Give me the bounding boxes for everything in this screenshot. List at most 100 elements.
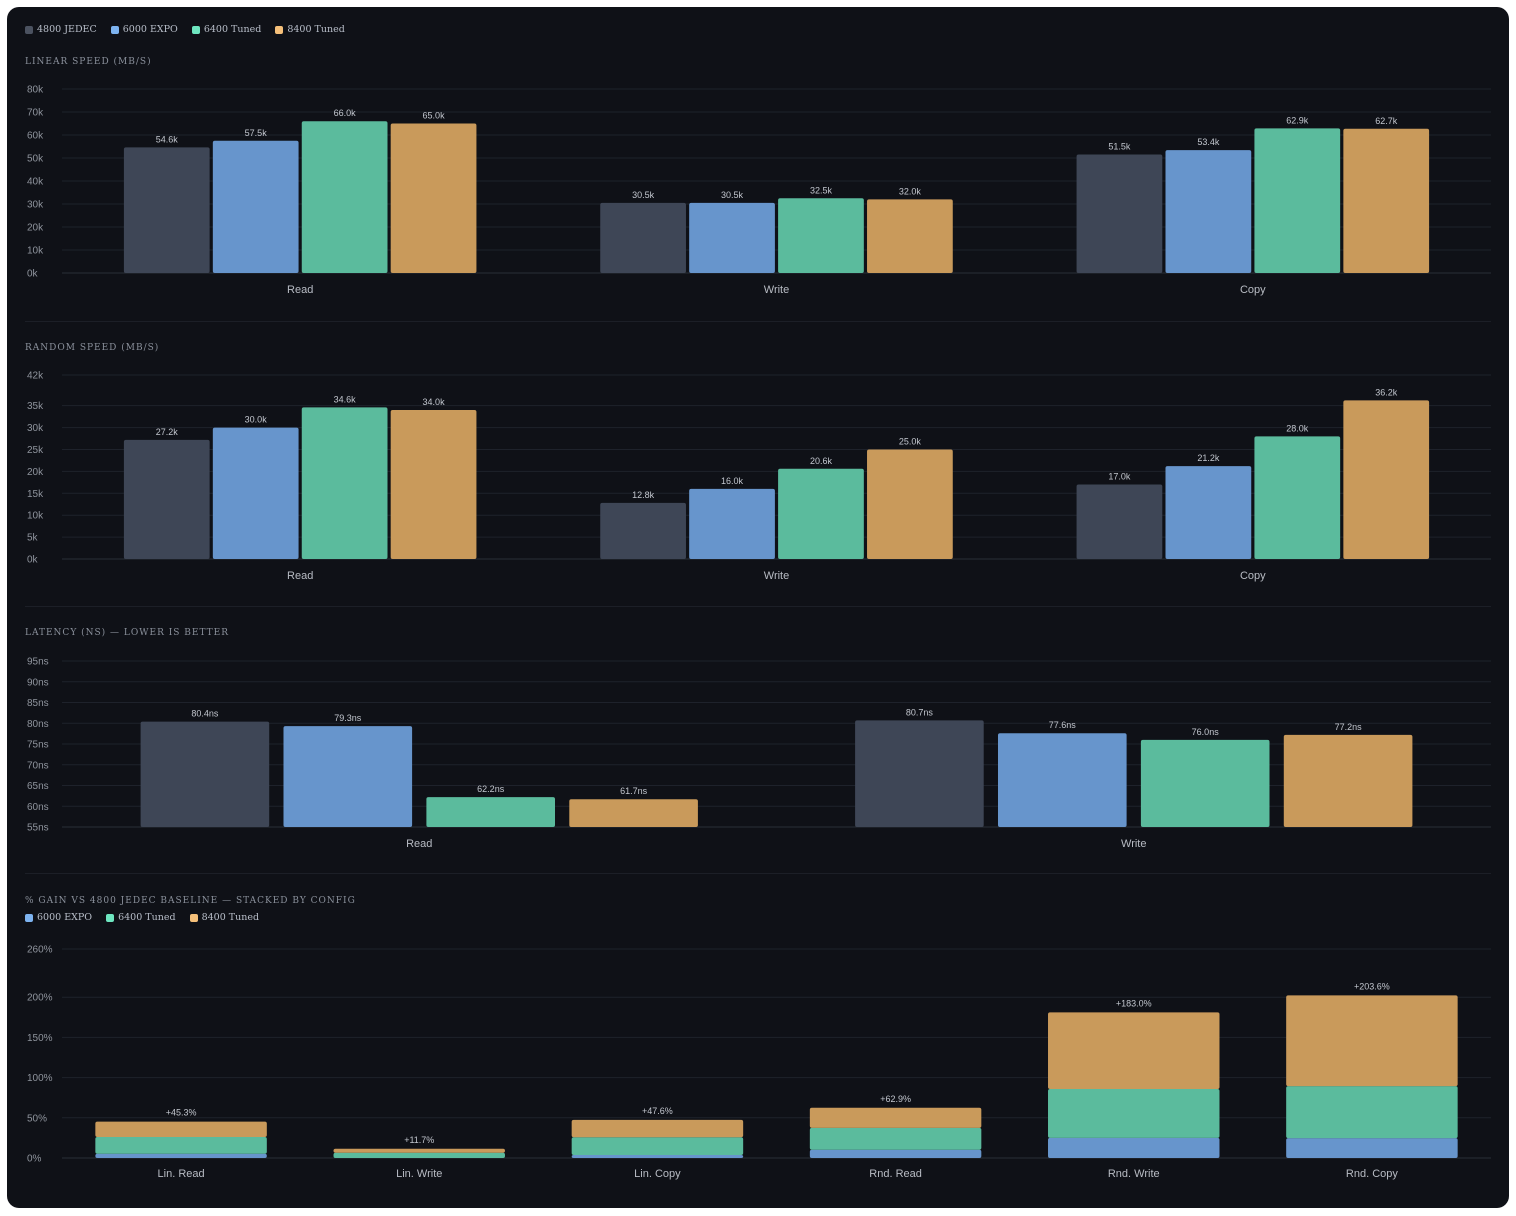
value-label: 79.3ns (334, 713, 362, 723)
category-label: Rnd. Read (869, 1168, 922, 1180)
y-tick-label: 25k (27, 445, 44, 456)
y-tick-label: 80k (27, 85, 44, 96)
value-label: 30.5k (632, 190, 655, 200)
bar (1343, 128, 1430, 273)
y-tick-label: 200% (27, 993, 53, 1004)
category-label: Write (764, 570, 789, 582)
category-label: Write (764, 284, 789, 296)
bar (212, 140, 299, 273)
value-label: 77.2ns (1335, 722, 1363, 732)
bar (301, 121, 388, 273)
y-tick-label: 10k (27, 246, 44, 257)
bar (212, 427, 299, 559)
stacked-segment (95, 1121, 267, 1137)
bar (123, 147, 210, 273)
bar (689, 488, 775, 559)
y-tick-label: 42k (27, 371, 44, 382)
legend-item: 6000 EXPO (25, 912, 92, 923)
y-tick-label: 10k (27, 511, 44, 522)
bar (1076, 484, 1163, 559)
stacked-segment (95, 1136, 267, 1154)
y-tick-label: 75ns (27, 740, 49, 751)
legend-swatch (106, 913, 115, 922)
value-label: 57.5k (245, 128, 268, 138)
value-label: 32.0k (899, 186, 922, 196)
benchmark-panel: 4800 JEDEC 6000 EXPO 6400 Tuned 8400 Tuned … (7, 7, 1509, 1208)
total-label: +203.6% (1354, 981, 1390, 991)
stacked-segment (809, 1107, 982, 1128)
legend-label: 6400 Tuned (118, 912, 176, 923)
legend-label: 6000 EXPO (37, 912, 93, 923)
bar (689, 202, 775, 273)
legend-label: 4800 JEDEC (37, 24, 97, 35)
category-label: Read (287, 284, 313, 296)
value-label: 25.0k (899, 436, 922, 446)
value-label: 28.0k (1286, 423, 1309, 433)
category-label: Lin. Copy (634, 1168, 681, 1180)
y-tick-label: 50% (27, 1113, 47, 1124)
bar (390, 123, 477, 273)
y-tick-label: 0k (27, 269, 39, 280)
random-speed-title: RANDOM SPEED (MB/S) (25, 343, 160, 353)
value-label: 34.6k (334, 394, 357, 404)
charts-canvas: 0k 10k 20k 30k 40k 50k 60k 70k 80k 54.6k 57.5k 66.0… (27, 85, 1491, 1180)
gain-title: % GAIN VS 4800 JEDEC BASELINE — STACKED … (25, 896, 356, 906)
bar (1283, 734, 1413, 827)
total-label: +62.9% (880, 1094, 911, 1104)
bar (390, 410, 477, 559)
category-label: Copy (1240, 570, 1266, 582)
category-label: Copy (1240, 284, 1266, 296)
value-label: 34.0k (423, 397, 446, 407)
bar (1165, 466, 1252, 559)
y-tick-label: 100% (27, 1073, 53, 1084)
bar (867, 449, 953, 559)
legend-swatch (189, 913, 198, 922)
value-label: 32.5k (810, 185, 833, 195)
latency-title: LATENCY (NS) — LOWER IS BETTER (25, 628, 230, 638)
total-label: +45.3% (166, 1108, 197, 1118)
stacked-segment (1048, 1088, 1220, 1138)
value-label: 62.9k (1286, 115, 1309, 125)
legend-label: 6000 EXPO (122, 24, 178, 35)
y-tick-label: 30k (27, 200, 44, 211)
stacked-segment (1048, 1137, 1220, 1158)
legend-swatch (25, 913, 33, 922)
value-label: 61.7ns (620, 786, 648, 796)
category-label: Read (406, 838, 432, 850)
bar (301, 407, 388, 559)
bar (600, 502, 686, 559)
legend-item: 8400 Tuned (189, 912, 259, 923)
legend-item: 8400 Tuned (275, 24, 345, 35)
bar (855, 720, 984, 827)
value-label: 16.0k (721, 476, 744, 486)
y-tick-label: 15k (27, 489, 44, 500)
bar (1254, 436, 1341, 559)
y-tick-label: 80ns (27, 719, 49, 730)
stacked-segment (809, 1127, 982, 1150)
bar (426, 797, 556, 827)
y-tick-label: 65ns (27, 781, 49, 792)
legend-swatch (275, 25, 284, 34)
stacked-segment (333, 1148, 505, 1153)
legend-swatch (110, 25, 119, 34)
total-label: +47.6% (642, 1106, 673, 1116)
value-label: 30.5k (721, 190, 744, 200)
stacked-segment (571, 1137, 744, 1156)
legend-swatch (25, 25, 33, 34)
category-label: Lin. Write (396, 1168, 442, 1180)
value-label: 80.7ns (906, 707, 934, 717)
stacked-segment (809, 1149, 982, 1158)
bar (778, 198, 864, 273)
y-tick-label: 30k (27, 423, 44, 434)
stacked-segment (571, 1119, 744, 1138)
legend-swatch (191, 25, 200, 34)
bar (1140, 739, 1270, 827)
legend-label: 8400 Tuned (287, 24, 345, 35)
value-label: 77.6ns (1049, 720, 1077, 730)
stacked-segment (1286, 1138, 1458, 1158)
value-label: 51.5k (1108, 142, 1131, 152)
y-tick-label: 85ns (27, 698, 49, 709)
category-label: Rnd. Write (1108, 1168, 1160, 1180)
bar (867, 199, 953, 273)
legend-item: 6400 Tuned (106, 912, 176, 923)
